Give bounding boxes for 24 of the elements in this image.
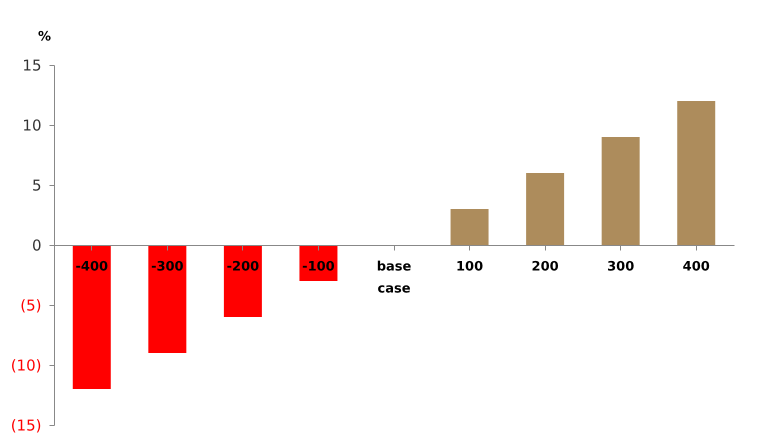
bar xyxy=(72,245,111,389)
x-tick-label: base case xyxy=(376,260,412,296)
x-tick-label: -300 xyxy=(151,260,184,274)
y-tick-label: (5) xyxy=(20,296,42,314)
y-tick-label: (10) xyxy=(10,356,42,374)
x-tick-label: -100 xyxy=(302,260,335,274)
y-tick-label: (15) xyxy=(10,416,42,434)
bar xyxy=(602,137,640,245)
bar xyxy=(526,173,564,245)
x-tick-label: 400 xyxy=(682,260,710,274)
x-tick-label: -200 xyxy=(226,260,260,274)
x-tick-label: -400 xyxy=(76,260,108,274)
y-tick-label: 15 xyxy=(22,56,42,74)
bar xyxy=(224,245,262,317)
x-tick-label: 100 xyxy=(456,260,484,274)
bar xyxy=(148,245,186,353)
y-axis-title: % xyxy=(38,30,52,44)
y-tick-label: 10 xyxy=(22,116,42,134)
bar xyxy=(677,101,716,245)
y-tick-label: 5 xyxy=(32,176,42,194)
x-tick-label: 200 xyxy=(532,260,559,274)
bar xyxy=(450,209,489,245)
x-tick-label: 300 xyxy=(607,260,634,274)
y-tick-label: 0 xyxy=(32,236,42,254)
